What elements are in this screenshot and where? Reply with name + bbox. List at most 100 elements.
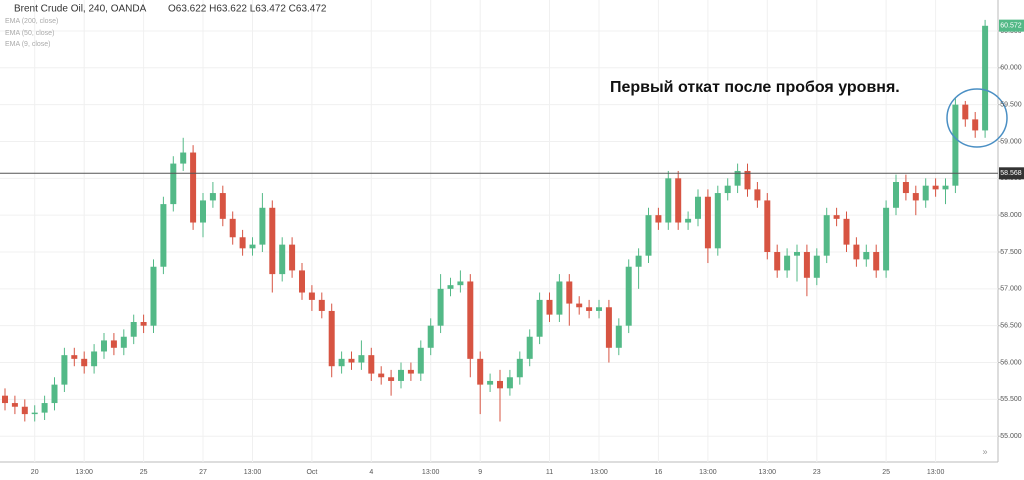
x-tick-label: 13:00 bbox=[699, 469, 717, 476]
x-tick-label: 16 bbox=[655, 469, 663, 476]
annotation: Первый откат после пробоя уровня. bbox=[610, 79, 900, 96]
candle-body bbox=[308, 292, 315, 300]
candle-body bbox=[160, 204, 167, 267]
candle-body bbox=[952, 104, 959, 186]
candle-body bbox=[714, 193, 721, 249]
candle-body bbox=[229, 218, 236, 238]
candle-body bbox=[368, 355, 375, 374]
candle-body bbox=[279, 244, 286, 275]
candle-body bbox=[61, 355, 68, 385]
candle-body bbox=[675, 178, 682, 223]
candle-body bbox=[91, 351, 98, 367]
candle-body bbox=[447, 285, 454, 289]
last-price-box bbox=[999, 19, 1024, 32]
candle-body bbox=[209, 193, 216, 201]
candle-body bbox=[21, 406, 28, 415]
candle-body bbox=[71, 355, 78, 359]
candle-body bbox=[299, 270, 305, 293]
candle-body bbox=[120, 336, 127, 348]
indicator: EMA (9, close) bbox=[5, 41, 51, 48]
candle-body bbox=[41, 403, 48, 413]
overlay: Brent Crude Oil, 240, OANDA O63.622 H63.… bbox=[5, 4, 1024, 476]
plot bbox=[0, 19, 998, 422]
candle-body bbox=[922, 185, 929, 201]
x-tick-label: 27 bbox=[199, 469, 207, 476]
candle-body bbox=[754, 189, 761, 201]
last-price-label: 60.572 bbox=[1000, 22, 1022, 29]
candle-body bbox=[665, 178, 672, 223]
indicator: EMA (50, close) bbox=[5, 30, 54, 37]
candle-body bbox=[318, 299, 325, 311]
x-tick-label: 13:00 bbox=[590, 469, 608, 476]
candle-body bbox=[11, 403, 18, 407]
candle-body bbox=[239, 237, 246, 249]
x-tick-label: 13:00 bbox=[244, 469, 262, 476]
candle-body bbox=[546, 299, 553, 315]
candle-body bbox=[249, 244, 256, 249]
candle-body bbox=[180, 152, 187, 164]
chart-title: Brent Crude Oil, 240, OANDA bbox=[14, 4, 147, 15]
candle-body bbox=[269, 207, 276, 275]
candle-body bbox=[506, 377, 513, 389]
x-tick-label: 13:00 bbox=[422, 469, 440, 476]
ohlc-values: O63.622 H63.622 L63.472 C63.472 bbox=[168, 4, 327, 15]
y-tick-label: 56.500 bbox=[1000, 323, 1022, 330]
x-tick-label: 20 bbox=[31, 469, 39, 476]
candle-body bbox=[853, 244, 860, 260]
candle-body bbox=[794, 252, 800, 256]
grid bbox=[0, 0, 1001, 462]
y-tick-label: 59.000 bbox=[1000, 138, 1022, 145]
candle-body bbox=[358, 355, 365, 363]
candle-body bbox=[536, 299, 543, 337]
candle-body bbox=[615, 325, 622, 348]
x-tick-label: 4 bbox=[369, 469, 373, 476]
y-tick-label: 59.500 bbox=[1000, 101, 1022, 108]
candle-body bbox=[605, 307, 612, 348]
candle-body bbox=[516, 358, 523, 378]
candle-body bbox=[823, 215, 830, 256]
y-tick-label: 55.000 bbox=[1000, 433, 1022, 440]
candle-body bbox=[813, 255, 820, 278]
candle-body bbox=[200, 200, 206, 223]
x-tick-label: Oct bbox=[306, 469, 317, 476]
x-tick-label: 25 bbox=[140, 469, 148, 476]
x-tick-label: 11 bbox=[546, 469, 553, 476]
candle-body bbox=[724, 185, 731, 194]
candle-body bbox=[873, 252, 880, 271]
candle-body bbox=[734, 170, 741, 186]
candle-body bbox=[259, 207, 266, 245]
candle-body bbox=[586, 307, 593, 311]
y-tick-label: 58.000 bbox=[1000, 212, 1022, 219]
y-tick-label: 55.500 bbox=[1000, 396, 1022, 403]
candle-body bbox=[883, 207, 890, 271]
candle-body bbox=[556, 281, 563, 315]
candle-body bbox=[744, 170, 751, 190]
candle-body bbox=[932, 185, 939, 190]
candle-body bbox=[150, 266, 157, 326]
candle-body bbox=[902, 182, 909, 194]
candle-body bbox=[190, 152, 197, 223]
x-tick-label: 13:00 bbox=[75, 469, 93, 476]
candle-body bbox=[893, 182, 899, 208]
candle-body bbox=[962, 104, 969, 120]
x-tick-label: 13:00 bbox=[927, 469, 945, 476]
candle-body bbox=[695, 196, 701, 219]
level-label-box bbox=[999, 167, 1024, 180]
candle-body bbox=[566, 281, 573, 304]
scroll-button[interactable]: » bbox=[982, 446, 987, 456]
candle-body bbox=[378, 373, 385, 378]
candle-body bbox=[457, 281, 464, 286]
candle-body bbox=[219, 193, 226, 219]
candle-body bbox=[764, 200, 771, 252]
candle-body bbox=[289, 244, 296, 271]
candle-body bbox=[655, 215, 662, 223]
candle-body bbox=[685, 218, 692, 223]
candle-body bbox=[81, 358, 88, 367]
candle-body bbox=[388, 377, 395, 381]
candle-body bbox=[101, 340, 107, 352]
candle-body bbox=[833, 215, 840, 219]
candle-body bbox=[328, 310, 335, 367]
candle-body bbox=[972, 119, 979, 131]
candle-body bbox=[398, 369, 404, 381]
